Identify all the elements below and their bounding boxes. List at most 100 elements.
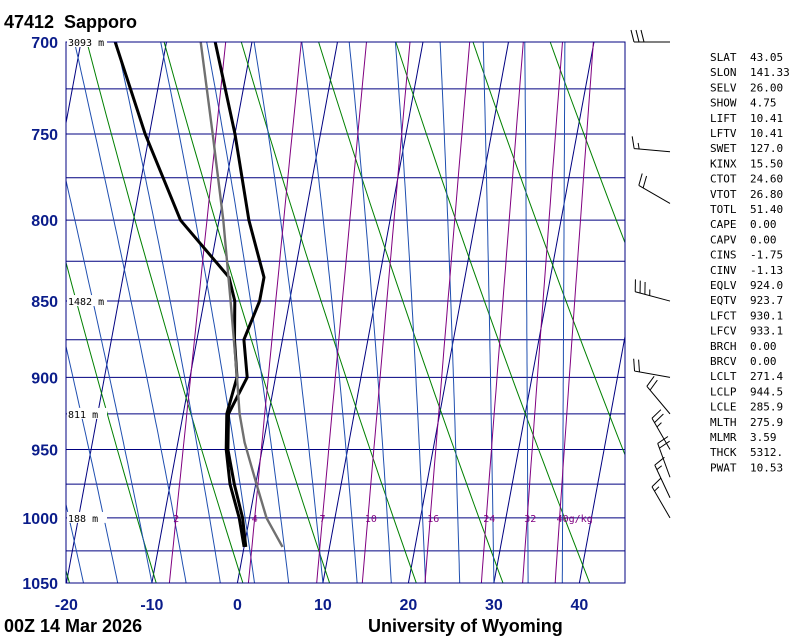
mixing-ratio-label: 24 <box>483 514 495 525</box>
moist-adiabat <box>74 42 187 583</box>
index-value: 275.9 <box>750 416 783 429</box>
wind-barb <box>633 358 671 378</box>
moist-adiabat <box>439 42 461 583</box>
index-value: 141.33 <box>750 66 790 79</box>
index-key: BRCV <box>710 355 737 368</box>
pressure-tick-label: 900 <box>31 370 58 387</box>
isotherm-line <box>493 42 595 583</box>
height-label: 188 m <box>68 514 98 525</box>
index-key: LCLP <box>710 385 737 398</box>
index-key: PWAT <box>710 461 737 474</box>
mixing-ratio-label: 10 <box>365 514 377 525</box>
index-key: SWET <box>710 142 737 155</box>
observation-time: 00Z 14 Mar 2026 <box>4 616 142 636</box>
moist-adiabat <box>66 502 84 583</box>
index-key: SHOW <box>710 97 737 110</box>
index-value: 5312. <box>750 446 783 459</box>
temperature-tick-label: -10 <box>140 597 163 614</box>
wind-barb <box>657 436 671 478</box>
index-key: MLMR <box>710 431 737 444</box>
index-value: 127.0 <box>750 142 783 155</box>
moist-adiabat <box>348 42 392 583</box>
mixing-ratio-line <box>247 42 302 583</box>
mixing-ratio-label: 2 <box>173 514 179 525</box>
index-value: 0.00 <box>750 340 777 353</box>
wind-barb <box>638 173 671 204</box>
station-name: Sapporo <box>64 12 137 32</box>
index-key: THCK <box>710 446 737 459</box>
isotherm-line <box>151 42 253 583</box>
index-value: -1.13 <box>750 264 783 277</box>
index-value: 10.41 <box>750 112 783 125</box>
mixing-ratio-label: 4 <box>252 514 258 525</box>
mixing-ratio-line <box>480 42 524 583</box>
pressure-tick-label: 1050 <box>22 576 58 593</box>
index-key: SELV <box>710 81 737 94</box>
wind-barbs <box>630 29 671 519</box>
index-key: KINX <box>710 157 737 170</box>
mixing-ratio-lines <box>168 42 594 583</box>
isotherm-line <box>66 42 167 583</box>
mixing-ratio-label: 32 <box>524 514 536 525</box>
index-key: LFCV <box>710 325 737 338</box>
moist-adiabat <box>253 42 324 583</box>
index-key: CAPE <box>710 218 737 231</box>
index-key: CINV <box>710 264 737 277</box>
height-label-bg <box>67 511 107 523</box>
moist-adiabat <box>394 42 426 583</box>
index-key: SLAT <box>710 51 737 64</box>
height-label: 1482 m <box>68 297 104 308</box>
dry-adiabat <box>240 42 417 583</box>
dry-adiabat <box>66 568 70 583</box>
index-value: 24.60 <box>750 173 783 186</box>
index-key: EQTV <box>710 294 737 307</box>
pressure-tick-label: 1000 <box>22 511 58 528</box>
temperature-tick-label: 40 <box>571 597 589 614</box>
parcel-path <box>199 42 284 548</box>
isotherm-line <box>407 42 509 583</box>
moist-adiabat <box>301 42 358 583</box>
temperature-tick-label: 30 <box>485 597 503 614</box>
index-value: 933.1 <box>750 325 783 338</box>
dry-adiabat <box>318 42 504 583</box>
index-value: -1.75 <box>750 249 783 262</box>
index-key: TOTL <box>710 203 737 216</box>
mixing-ratio-labels: 2 4 7 10 16 24 32 40g/kg <box>173 514 593 525</box>
pressure-tick-label: 850 <box>31 294 58 311</box>
moist-adiabat <box>206 42 290 583</box>
index-value: 3.59 <box>750 431 777 444</box>
index-value: 0.00 <box>750 355 777 368</box>
index-key: VTOT <box>710 188 737 201</box>
pressure-tick-label: 700 <box>31 35 58 52</box>
wind-barb <box>651 477 671 519</box>
moist-adiabat <box>0 42 15 583</box>
mixing-ratio-line <box>361 42 411 583</box>
temperature-tick-label: -20 <box>55 597 78 614</box>
index-value: 0.00 <box>750 218 777 231</box>
index-key: MLTH <box>710 416 737 429</box>
moist-adiabat <box>116 42 221 583</box>
index-value: 271.4 <box>750 370 783 383</box>
mixing-ratio-line <box>522 42 563 583</box>
temperature-tick-label: 0 <box>233 597 242 614</box>
index-value: 51.40 <box>750 203 783 216</box>
height-label: 3093 m <box>68 38 104 49</box>
moist-adiabat <box>561 42 566 583</box>
index-value: 923.7 <box>750 294 783 307</box>
dry-adiabat <box>86 42 244 583</box>
index-key: BRCH <box>710 340 737 353</box>
index-value: 285.9 <box>750 401 783 414</box>
index-value: 930.1 <box>750 309 783 322</box>
mixing-ratio-label: 7 <box>320 514 326 525</box>
dry-adiabat <box>472 42 625 457</box>
index-value: 15.50 <box>750 157 783 170</box>
wind-barb <box>630 29 670 43</box>
dry-adiabat <box>163 42 331 583</box>
index-key: LCLT <box>710 370 737 383</box>
dewpoint-profile <box>113 42 246 548</box>
data-source: University of Wyoming <box>368 616 563 636</box>
mixing-ratio-line <box>554 42 594 583</box>
wind-barb <box>651 409 671 450</box>
pressure-axis-labels: 700 750 800 850 900 950 1000 1050 <box>22 35 58 593</box>
